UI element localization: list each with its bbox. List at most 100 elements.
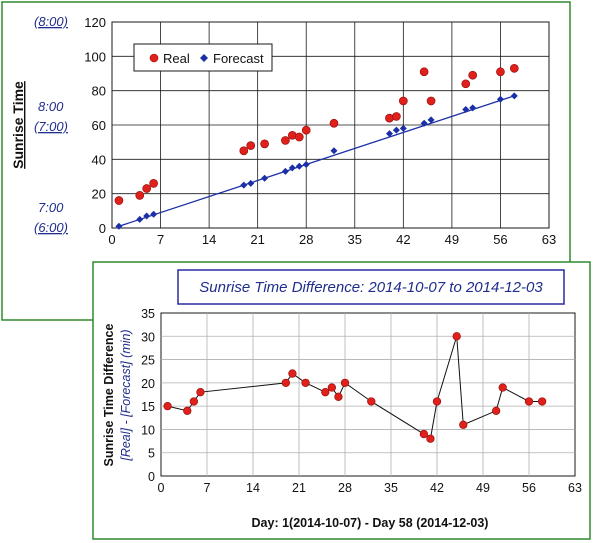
difference-point bbox=[524, 397, 534, 406]
chart2-x-axis-label: Day: 1(2014-10-07) - Day 58 (2014-12-03) bbox=[252, 516, 489, 530]
real-point bbox=[239, 146, 249, 156]
forecast-point bbox=[143, 212, 151, 220]
forecast-point bbox=[385, 130, 393, 138]
side-label-8-00-forecast: (8:00) bbox=[34, 14, 68, 29]
x-tick-label: 56 bbox=[493, 232, 507, 247]
forecast-point bbox=[240, 181, 248, 189]
real-point bbox=[149, 179, 158, 188]
legend-forecast-marker bbox=[200, 54, 208, 62]
chart1-gridlines bbox=[112, 22, 549, 228]
difference-point bbox=[334, 392, 343, 401]
side-label-8-00-real: 8:00 bbox=[38, 99, 64, 114]
forecast-point bbox=[330, 147, 338, 155]
real-point bbox=[260, 139, 269, 149]
x-tick-label: 0 bbox=[108, 232, 115, 247]
real-point bbox=[281, 136, 290, 145]
x-tick-label: 42 bbox=[396, 232, 410, 247]
legend-forecast-label: Forecast bbox=[213, 51, 264, 66]
difference-point bbox=[340, 378, 350, 388]
y-tick-label: 25 bbox=[141, 354, 155, 368]
x-tick-label: 42 bbox=[430, 481, 444, 495]
y-tick-label: 30 bbox=[141, 330, 155, 344]
chart2-y-axis-label-2: [Real] - [Forecast] (min) bbox=[119, 329, 133, 461]
x-tick-label: 63 bbox=[568, 481, 582, 495]
y-tick-label: 20 bbox=[141, 377, 155, 391]
forecast-point bbox=[302, 160, 310, 168]
chart1-series bbox=[114, 63, 519, 230]
forecast-point bbox=[399, 124, 407, 132]
difference-point bbox=[537, 397, 547, 406]
real-point bbox=[329, 118, 339, 128]
forecast-point bbox=[281, 167, 289, 175]
difference-point bbox=[367, 397, 376, 406]
x-tick-label: 28 bbox=[299, 232, 313, 247]
chart2-title-box bbox=[177, 269, 565, 305]
y-tick-label: 0 bbox=[148, 470, 155, 484]
y-tick-label: 80 bbox=[92, 84, 106, 99]
forecast-point bbox=[247, 179, 255, 187]
difference-point bbox=[459, 420, 468, 429]
difference-point bbox=[288, 369, 297, 378]
real-point bbox=[496, 67, 505, 77]
sunrise-time-chart: 0 7 14 21 28 35 42 49 56 63 0 20 40 60 80 100 120 Sunris… bbox=[10, 14, 556, 247]
side-label-6-00-forecast: (6:00) bbox=[34, 220, 68, 235]
forecast-point bbox=[115, 222, 123, 230]
difference-point bbox=[163, 401, 172, 411]
y-tick-label: 100 bbox=[84, 49, 106, 64]
y-tick-label: 0 bbox=[99, 221, 106, 236]
legend-real-label: Real bbox=[163, 51, 190, 66]
forecast-point bbox=[462, 106, 470, 114]
y-tick-label: 120 bbox=[84, 15, 106, 30]
real-point bbox=[294, 132, 304, 142]
x-tick-label: 21 bbox=[250, 232, 264, 247]
side-label-7-00-real: 7:00 bbox=[38, 200, 64, 215]
real-point bbox=[468, 70, 478, 80]
y-tick-label: 35 bbox=[141, 307, 155, 321]
forecast-point bbox=[420, 119, 428, 127]
real-point bbox=[114, 196, 124, 205]
x-tick-label: 7 bbox=[204, 481, 211, 495]
x-tick-label: 14 bbox=[202, 232, 216, 247]
real-point bbox=[135, 191, 145, 200]
difference-point bbox=[419, 429, 429, 439]
real-point bbox=[398, 96, 408, 106]
x-tick-label: 63 bbox=[542, 232, 556, 247]
y-tick-label: 20 bbox=[92, 187, 106, 202]
forecast-point bbox=[469, 104, 477, 112]
forecast-point bbox=[288, 164, 296, 172]
legend-real-marker bbox=[149, 53, 159, 63]
forecast-point bbox=[427, 116, 435, 124]
x-tick-label: 28 bbox=[338, 481, 352, 495]
x-tick-label: 49 bbox=[445, 232, 459, 247]
forecast-point bbox=[510, 92, 518, 100]
difference-point bbox=[321, 388, 330, 397]
real-point bbox=[509, 63, 519, 73]
chart1-side-time-labels: (8:00) 8:00 (7:00) 7:00 (6:00) bbox=[34, 14, 68, 235]
real-point bbox=[461, 79, 471, 89]
chart2-series bbox=[163, 332, 547, 443]
x-tick-label: 35 bbox=[384, 481, 398, 495]
difference-point bbox=[491, 406, 501, 415]
y-tick-label: 40 bbox=[92, 152, 106, 167]
real-point bbox=[246, 141, 256, 150]
x-tick-label: 14 bbox=[246, 481, 260, 495]
difference-point bbox=[426, 434, 435, 443]
forecast-point bbox=[136, 215, 144, 223]
y-tick-label: 15 bbox=[141, 400, 155, 414]
forecast-point bbox=[295, 162, 303, 170]
chart2-tick-labels: 0 7 14 21 28 35 42 49 56 63 0 5 10 15 20 25 30 35 bbox=[141, 307, 582, 495]
real-point bbox=[301, 125, 311, 135]
real-point bbox=[142, 184, 152, 193]
y-tick-label: 10 bbox=[141, 423, 155, 437]
forecast-trend-line bbox=[118, 95, 515, 227]
y-tick-label: 5 bbox=[148, 447, 155, 461]
sunrise-difference-chart: Sunrise Time Difference: 2014-10-07 to 2… bbox=[102, 269, 582, 530]
chart2-plot-area bbox=[160, 312, 576, 477]
forecast-point bbox=[150, 210, 158, 218]
difference-point bbox=[301, 378, 310, 388]
y-tick-label: 60 bbox=[92, 118, 106, 133]
x-tick-label: 56 bbox=[522, 481, 536, 495]
chart1-tick-labels: 0 7 14 21 28 35 42 49 56 63 0 20 40 60 80 100 120 bbox=[84, 15, 556, 247]
forecast-point bbox=[392, 126, 400, 134]
